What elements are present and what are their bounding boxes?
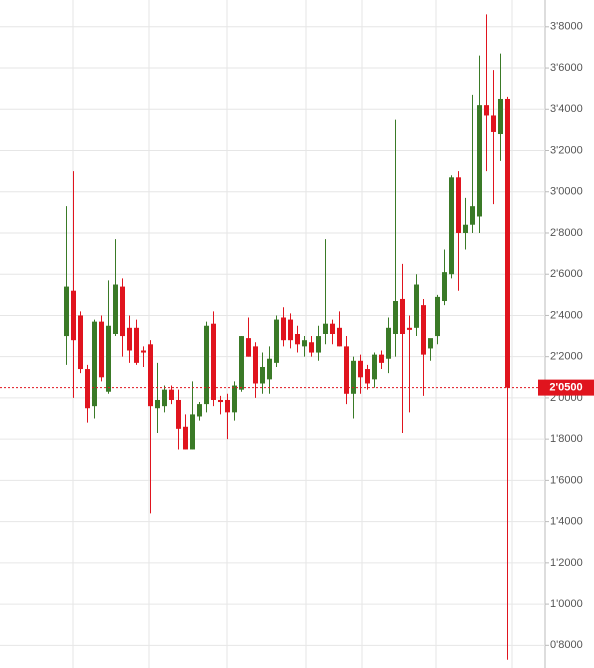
candle-body [190, 414, 195, 450]
candle-body [197, 404, 202, 417]
candle-body [309, 342, 314, 353]
current-price-label: 2'0500 [549, 382, 582, 394]
candle-body [106, 325, 111, 392]
candle-body [330, 323, 335, 334]
candle-body [435, 296, 440, 337]
candle-body [358, 360, 363, 378]
candle-body [428, 338, 433, 349]
candle-body [295, 334, 300, 345]
candle-body [491, 115, 496, 132]
y-tick-label: 3'8000 [550, 21, 583, 33]
candle-body [498, 98, 503, 135]
candle-body [204, 325, 209, 405]
candle-body [225, 399, 230, 413]
y-tick-label: 1'6000 [550, 474, 583, 486]
candle-body [323, 323, 328, 334]
candle-body [449, 177, 454, 275]
y-tick-label: 2'2000 [550, 351, 583, 363]
y-tick-label: 0'8000 [550, 639, 583, 651]
candle-body [407, 327, 412, 330]
y-tick-label: 3'4000 [550, 103, 583, 115]
current-price-box [538, 379, 594, 396]
candle-body [414, 284, 419, 328]
candle-body [64, 286, 69, 337]
candle-body [183, 426, 188, 450]
candle-body [120, 286, 125, 337]
y-tick-label: 1'2000 [550, 557, 583, 569]
candle-body [288, 319, 293, 341]
candle-body [281, 317, 286, 341]
candle-body [155, 399, 160, 409]
candle-body [365, 369, 370, 384]
candle-body [386, 327, 391, 359]
candle-body [302, 340, 307, 347]
candle-body [442, 272, 447, 302]
y-tick-label: 1'8000 [550, 433, 583, 445]
candle-body [393, 301, 398, 334]
candle-body [99, 321, 104, 378]
candle-body [400, 298, 405, 334]
y-tick-label: 2'6000 [550, 268, 583, 280]
candle-body [148, 344, 153, 407]
candle-body [113, 284, 118, 334]
candle-body [463, 224, 468, 233]
candle-body [162, 389, 167, 407]
candle-body [372, 354, 377, 380]
candle-body [260, 366, 265, 384]
candle-body [344, 346, 349, 394]
y-tick-label: 2'4000 [550, 309, 583, 321]
candle-body [176, 399, 181, 429]
candle-body [316, 336, 321, 353]
candle-body [456, 177, 461, 233]
candle-body [351, 360, 356, 394]
candle-body [421, 305, 426, 355]
candle-body [337, 327, 342, 347]
y-tick-label: 2'8000 [550, 227, 583, 239]
candle-body [470, 206, 475, 225]
candle-body [169, 389, 174, 400]
candle-body [477, 105, 482, 217]
candle-body [92, 321, 97, 407]
y-tick-label: 1'4000 [550, 516, 583, 528]
candle-body [505, 98, 510, 388]
candle-body [232, 385, 237, 413]
candle-body [253, 346, 258, 384]
candle-body [134, 327, 139, 363]
candle-body [484, 105, 489, 116]
candle-body [141, 350, 146, 353]
candle-body [379, 354, 384, 363]
y-tick-label: 1'0000 [550, 598, 583, 610]
candle-body [85, 369, 90, 409]
candle-body [218, 399, 223, 403]
candle-body [78, 315, 83, 370]
candle-body [127, 327, 132, 351]
candle-body [239, 336, 244, 390]
candle-body [211, 323, 216, 400]
candle-body [274, 319, 279, 363]
candle-body [246, 338, 251, 357]
y-tick-label: 3'6000 [550, 62, 583, 74]
candle-body [71, 290, 76, 341]
candle-body [267, 358, 272, 380]
y-tick-label: 3'0000 [550, 186, 583, 198]
y-tick-label: 3'2000 [550, 144, 583, 156]
